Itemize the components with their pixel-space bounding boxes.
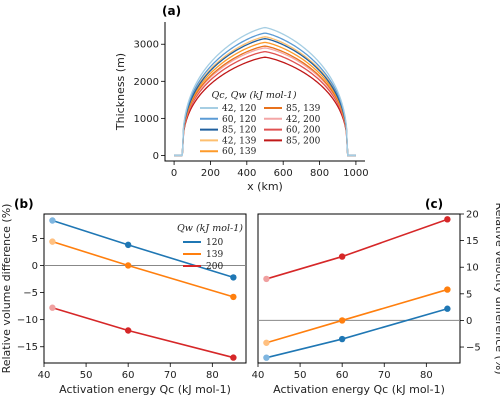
thickness-profile (174, 36, 356, 157)
y-tick-label-b: −5 (23, 288, 38, 299)
data-point-b (49, 238, 56, 245)
y-tick-label-b: −10 (17, 315, 38, 326)
x-axis-label-c: Activation energy Qc (kJ mol-1) (273, 383, 445, 396)
data-point-c (444, 286, 451, 293)
y-tick-label-a: 3000 (134, 40, 159, 51)
legend-entry-b: 120 (206, 238, 223, 248)
data-point-b (49, 304, 56, 311)
y-tick-label-c: 15 (466, 236, 479, 247)
y-tick-label-b: 5 (32, 234, 38, 245)
thickness-profile (174, 26, 356, 157)
data-point-b (230, 354, 237, 361)
x-tick-label-c: 70 (378, 370, 391, 381)
x-tick-label-b: 40 (38, 370, 51, 381)
x-tick-label-a: 600 (274, 168, 293, 179)
legend-title-b: Qw (kJ mol-1) (177, 223, 243, 234)
y-axis-label-b: Relative volume difference (%) (0, 204, 13, 374)
x-tick-label-b: 60 (122, 370, 135, 381)
legend-entry-a: 42, 120 (222, 104, 257, 114)
panel-label-a: (a) (162, 4, 181, 18)
y-axis-label-a: Thickness (m) (114, 53, 127, 131)
thickness-profile (174, 38, 356, 157)
data-point-c (444, 305, 451, 312)
x-tick-label-a: 200 (201, 168, 220, 179)
x-tick-label-b: 50 (80, 370, 93, 381)
y-tick-label-a: 0 (153, 151, 159, 162)
y-tick-label-c: 5 (466, 289, 472, 300)
legend-entry-a: 85, 200 (286, 136, 321, 146)
legend-entry-a: 85, 139 (286, 104, 321, 114)
axes-b (43, 213, 247, 364)
legend-entry-a: 60, 120 (222, 115, 257, 125)
y-tick-label-a: 1000 (134, 114, 159, 125)
legend-entry-a: 85, 120 (222, 126, 257, 136)
x-tick-label-a: 0 (171, 168, 177, 179)
data-point-c (263, 354, 270, 361)
thickness-profile (174, 41, 356, 157)
data-point-c (338, 253, 346, 260)
data-point-b (49, 217, 56, 224)
x-tick-label-b: 80 (206, 370, 219, 381)
x-tick-label-a: 1000 (343, 168, 368, 179)
data-point-c (338, 335, 346, 343)
y-tick-label-c: 20 (466, 210, 479, 221)
thickness-profile (174, 47, 356, 157)
panel-label-c: (c) (425, 197, 443, 211)
x-tick-label-c: 60 (336, 370, 349, 381)
panel-label-b: (b) (14, 197, 34, 211)
x-tick-label-a: 400 (237, 168, 256, 179)
x-tick-label-c: 40 (252, 370, 265, 381)
thickness-profile (174, 50, 356, 157)
data-point-c (263, 275, 270, 283)
data-point-b (230, 293, 237, 301)
thickness-profile (174, 45, 356, 157)
thickness-profile (174, 32, 356, 157)
x-tick-label-c: 80 (420, 370, 433, 381)
data-point-c (444, 216, 451, 223)
y-tick-label-c: 0 (466, 316, 472, 327)
x-tick-label-a: 800 (310, 168, 329, 179)
y-tick-label-c: −5 (466, 343, 481, 354)
data-point-b (124, 327, 132, 334)
series-line-c (266, 218, 448, 280)
legend-entry-a: 60, 139 (222, 147, 257, 157)
legend-entry-a: 60, 200 (286, 126, 321, 136)
axes-c (257, 213, 461, 364)
y-tick-label-b: 0 (32, 261, 38, 272)
data-point-c (338, 317, 346, 324)
x-axis-label-b: Activation energy Qc (kJ mol-1) (59, 383, 231, 396)
data-point-b (124, 241, 132, 249)
axes-a (164, 22, 365, 162)
y-tick-label-c: 10 (466, 263, 479, 274)
y-axis-label-c: Relative velocity difference (%) (493, 202, 500, 374)
x-tick-label-b: 70 (164, 370, 177, 381)
thickness-profile (174, 56, 356, 157)
y-tick-label-b: −15 (17, 342, 38, 353)
legend-title-a: Qc, Qw (kJ mol-1) (211, 90, 296, 101)
legend-entry-a: 42, 139 (222, 136, 257, 146)
legend-entry-b: 200 (206, 262, 223, 272)
data-point-c (263, 339, 270, 346)
x-tick-label-c: 50 (294, 370, 307, 381)
x-axis-label-a: x (km) (247, 180, 283, 193)
legend-entry-a: 42, 200 (286, 115, 321, 125)
data-point-b (230, 274, 237, 281)
data-point-b (124, 262, 132, 269)
y-tick-label-a: 2000 (134, 77, 159, 88)
series-line-b (52, 306, 234, 359)
legend-entry-b: 139 (206, 250, 223, 260)
